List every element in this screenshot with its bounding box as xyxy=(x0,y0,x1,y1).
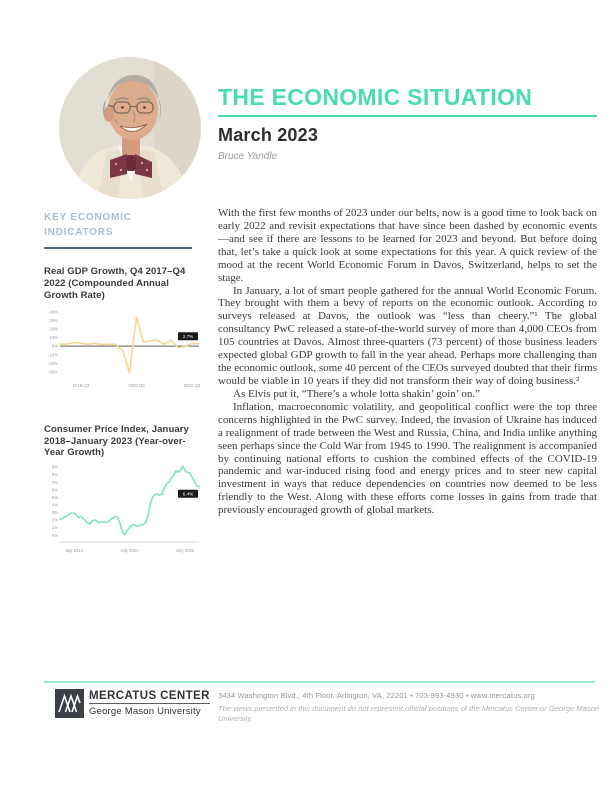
svg-text:30%: 30% xyxy=(49,318,58,323)
body-paragraph: With the first few months of 2023 under … xyxy=(218,207,597,284)
svg-text:3%: 3% xyxy=(52,510,58,515)
body-paragraph: In January, a lot of smart people gather… xyxy=(218,284,597,387)
cpi-line-chart: 9% 8% 7% 6% 5% 4% 3% 2% 1% 0% July 2018 July 2020 Ju… xyxy=(52,465,200,553)
svg-text:5%: 5% xyxy=(52,495,58,500)
footer-info: 3434 Washington Blvd., 4th Floor, Arling… xyxy=(218,691,600,724)
svg-text:0%: 0% xyxy=(52,533,58,538)
article-body: With the first few months of 2023 under … xyxy=(218,207,597,517)
gdp-chart: 40% 30% 20% 10% 0% -10% -20% -30% 2018 Q3 2020 Q3… xyxy=(44,306,202,395)
issue-date: March 2023 xyxy=(218,125,319,146)
footer-divider-rule xyxy=(44,681,595,683)
author-name: Bruce Yandle xyxy=(218,151,278,163)
logo-org-name: MERCATUS CENTER xyxy=(89,689,210,702)
svg-text:July 2020: July 2020 xyxy=(120,548,139,553)
author-portrait-photo xyxy=(59,57,201,199)
svg-text:8%: 8% xyxy=(52,472,58,477)
svg-text:9%: 9% xyxy=(52,465,58,470)
svg-text:4%: 4% xyxy=(52,503,58,508)
sidebar-heading: KEY ECONOMIC INDICATORS xyxy=(44,210,192,249)
svg-text:2020 Q3: 2020 Q3 xyxy=(128,383,145,388)
svg-text:6.4%: 6.4% xyxy=(183,492,193,497)
gdp-line-chart: 40% 30% 20% 10% 0% -10% -20% -30% 2018 Q3 2020 Q3… xyxy=(48,309,201,388)
svg-text:40%: 40% xyxy=(49,309,58,314)
footer-address: 3434 Washington Blvd., 4th Floor, Arling… xyxy=(218,691,535,700)
mercatus-logo: MERCATUS CENTER George Mason University xyxy=(55,689,210,718)
svg-text:July 2022: July 2022 xyxy=(176,548,195,553)
logo-text: MERCATUS CENTER George Mason University xyxy=(89,689,210,718)
masthead: THE ECONOMIC SITUATION March 2023 Bruce … xyxy=(218,84,597,162)
svg-text:6%: 6% xyxy=(52,488,58,493)
svg-text:-10%: -10% xyxy=(48,352,58,357)
svg-text:2.7%: 2.7% xyxy=(183,334,193,339)
logo-university-name: George Mason University xyxy=(89,706,201,718)
mercatus-logo-mark-icon xyxy=(55,689,84,718)
svg-text:July 2018: July 2018 xyxy=(65,548,84,553)
key-indicators-sidebar: KEY ECONOMIC INDICATORS Real GDP Growth,… xyxy=(44,210,202,560)
svg-text:10%: 10% xyxy=(49,335,58,340)
svg-text:20%: 20% xyxy=(49,326,58,331)
cpi-chart-title: Consumer Price Index, January 2018–Janua… xyxy=(44,423,189,459)
svg-text:7%: 7% xyxy=(52,480,58,485)
svg-text:2022 Q3: 2022 Q3 xyxy=(184,383,201,388)
svg-text:2018 Q3: 2018 Q3 xyxy=(73,383,90,388)
title-underline xyxy=(218,115,597,118)
svg-text:-30%: -30% xyxy=(48,369,58,374)
logo-divider xyxy=(89,703,210,705)
page-title: THE ECONOMIC SITUATION xyxy=(218,84,533,110)
gdp-chart-title: Real GDP Growth, Q4 2017–Q4 2022 (Compou… xyxy=(44,266,186,301)
cpi-chart: 9% 8% 7% 6% 5% 4% 3% 2% 1% 0% July 2018 July 2020 Ju… xyxy=(44,463,202,560)
footer-disclaimer: The views presented in this document do … xyxy=(218,704,600,723)
body-paragraph: Inflation, macroeconomic volatility, and… xyxy=(218,400,597,517)
svg-text:1%: 1% xyxy=(52,525,58,530)
svg-text:2%: 2% xyxy=(52,518,58,523)
svg-text:-20%: -20% xyxy=(48,360,58,365)
svg-text:0%: 0% xyxy=(52,343,58,348)
body-paragraph: As Elvis put it, “There’s a whole lotta … xyxy=(233,387,481,400)
